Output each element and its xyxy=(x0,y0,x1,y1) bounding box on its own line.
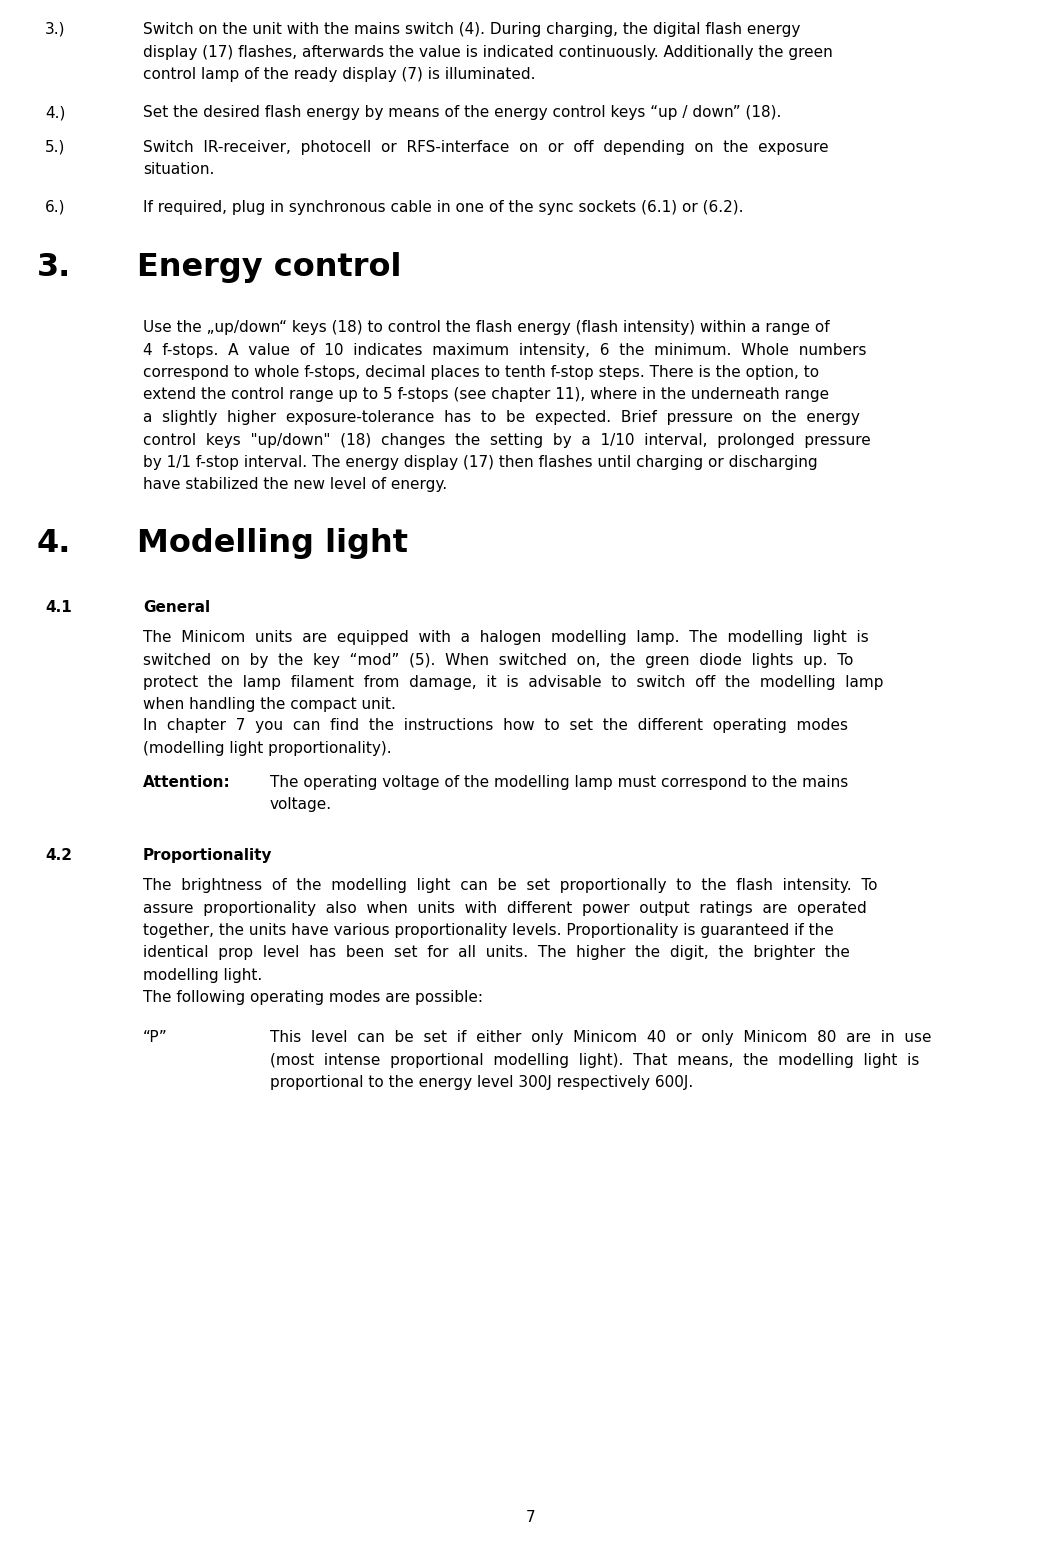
Text: 4.): 4.) xyxy=(45,105,66,119)
Text: 3.): 3.) xyxy=(45,22,66,37)
Text: together, the units have various proportionality levels. Proportionality is guar: together, the units have various proport… xyxy=(144,922,833,938)
Text: Switch on the unit with the mains switch (4). During charging, the digital flash: Switch on the unit with the mains switch… xyxy=(144,22,800,37)
Text: (most  intense  proportional  modelling  light).  That  means,  the  modelling  : (most intense proportional modelling lig… xyxy=(270,1052,919,1068)
Text: situation.: situation. xyxy=(144,163,215,178)
Text: Proportionality: Proportionality xyxy=(144,848,272,863)
Text: switched  on  by  the  key  “mod”  (5).  When  switched  on,  the  green  diode : switched on by the key “mod” (5). When s… xyxy=(144,653,854,668)
Text: 4.2: 4.2 xyxy=(45,848,72,863)
Text: assure  proportionality  also  when  units  with  different  power  output  rati: assure proportionality also when units w… xyxy=(144,901,866,916)
Text: voltage.: voltage. xyxy=(270,798,332,812)
Text: by 1/1 f-stop interval. The energy display (17) then flashes until charging or d: by 1/1 f-stop interval. The energy displ… xyxy=(144,456,817,470)
Text: extend the control range up to 5 f-stops (see chapter 11), where in the undernea: extend the control range up to 5 f-stops… xyxy=(144,388,829,403)
Text: Set the desired flash energy by means of the energy control keys “up / down” (18: Set the desired flash energy by means of… xyxy=(144,105,781,119)
Text: 5.): 5.) xyxy=(45,140,66,155)
Text: when handling the compact unit.: when handling the compact unit. xyxy=(144,698,395,713)
Text: The  brightness  of  the  modelling  light  can  be  set  proportionally  to  th: The brightness of the modelling light ca… xyxy=(144,877,877,893)
Text: modelling light.: modelling light. xyxy=(144,969,263,983)
Text: correspond to whole f-stops, decimal places to tenth f-stop steps. There is the : correspond to whole f-stops, decimal pla… xyxy=(144,364,820,380)
Text: Energy control: Energy control xyxy=(137,253,402,284)
Text: 7: 7 xyxy=(526,1510,536,1525)
Text: have stabilized the new level of energy.: have stabilized the new level of energy. xyxy=(144,477,448,493)
Text: 4.: 4. xyxy=(37,529,71,560)
Text: 3.: 3. xyxy=(37,253,71,284)
Text: Use the „up/down“ keys (18) to control the flash energy (flash intensity) within: Use the „up/down“ keys (18) to control t… xyxy=(144,319,829,335)
Text: Attention:: Attention: xyxy=(144,775,231,790)
Text: a  slightly  higher  exposure-tolerance  has  to  be  expected.  Brief  pressure: a slightly higher exposure-tolerance has… xyxy=(144,411,860,425)
Text: display (17) flashes, afterwards the value is indicated continuously. Additional: display (17) flashes, afterwards the val… xyxy=(144,45,832,59)
Text: If required, plug in synchronous cable in one of the sync sockets (6.1) or (6.2): If required, plug in synchronous cable i… xyxy=(144,200,743,215)
Text: The operating voltage of the modelling lamp must correspond to the mains: The operating voltage of the modelling l… xyxy=(270,775,848,790)
Text: control lamp of the ready display (7) is illuminated.: control lamp of the ready display (7) is… xyxy=(144,67,536,82)
Text: Switch  IR-receiver,  photocell  or  RFS-interface  on  or  off  depending  on  : Switch IR-receiver, photocell or RFS-int… xyxy=(144,140,829,155)
Text: This  level  can  be  set  if  either  only  Minicom  40  or  only  Minicom  80 : This level can be set if either only Min… xyxy=(270,1031,931,1045)
Text: The  Minicom  units  are  equipped  with  a  halogen  modelling  lamp.  The  mod: The Minicom units are equipped with a ha… xyxy=(144,629,868,645)
Text: proportional to the energy level 300J respectively 600J.: proportional to the energy level 300J re… xyxy=(270,1076,693,1090)
Text: 6.): 6.) xyxy=(45,200,66,215)
Text: The following operating modes are possible:: The following operating modes are possib… xyxy=(144,990,483,1004)
Text: Modelling light: Modelling light xyxy=(137,529,408,560)
Text: 4.1: 4.1 xyxy=(45,600,71,615)
Text: 4  f-stops.  A  value  of  10  indicates  maximum  intensity,  6  the  minimum. : 4 f-stops. A value of 10 indicates maxim… xyxy=(144,343,866,358)
Text: “P”: “P” xyxy=(144,1031,168,1045)
Text: General: General xyxy=(144,600,210,615)
Text: In  chapter  7  you  can  find  the  instructions  how  to  set  the  different : In chapter 7 you can find the instructio… xyxy=(144,718,848,733)
Text: protect  the  lamp  filament  from  damage,  it  is  advisable  to  switch  off : protect the lamp filament from damage, i… xyxy=(144,674,883,690)
Text: (modelling light proportionality).: (modelling light proportionality). xyxy=(144,741,391,755)
Text: control  keys  "up/down"  (18)  changes  the  setting  by  a  1/10  interval,  p: control keys "up/down" (18) changes the … xyxy=(144,432,871,448)
Text: identical  prop  level  has  been  set  for  all  units.  The  higher  the  digi: identical prop level has been set for al… xyxy=(144,946,850,961)
